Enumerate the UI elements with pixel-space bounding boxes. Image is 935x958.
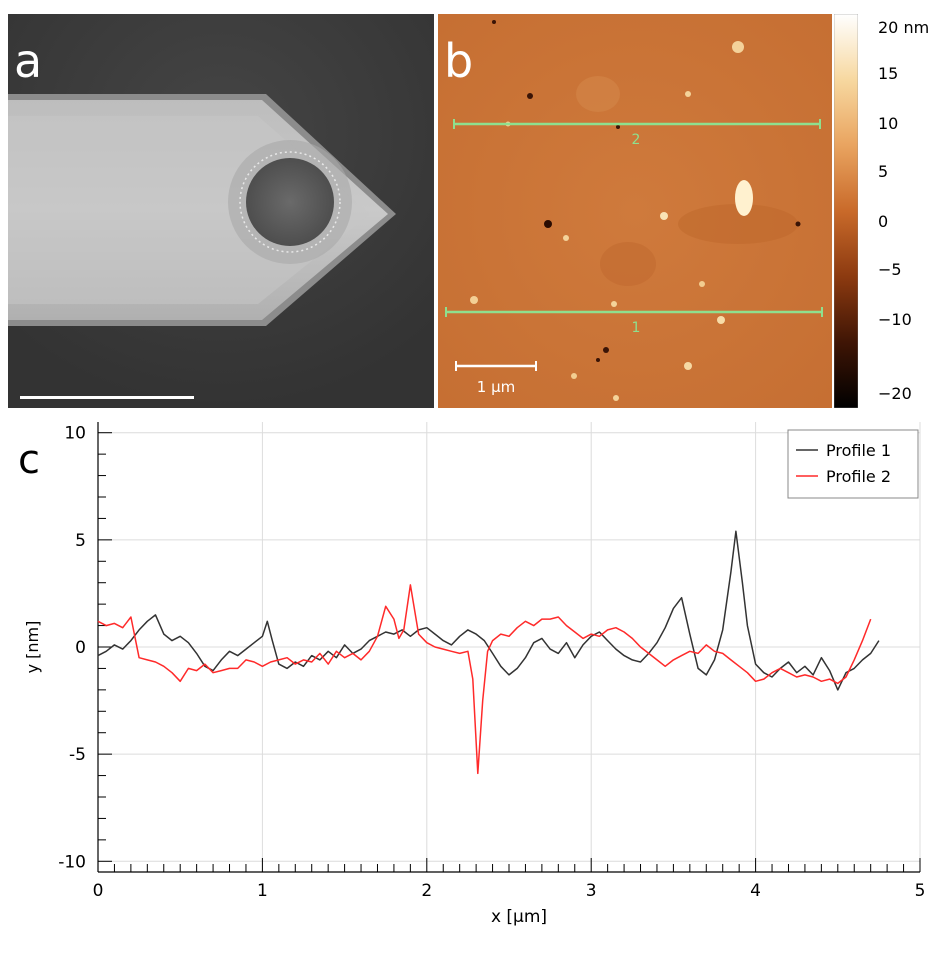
y-tick-label: -5 xyxy=(69,745,86,765)
sem-scalebar xyxy=(20,396,194,399)
x-axis-label: x [μm] xyxy=(491,907,547,927)
afm-image-panel: 2 1 1 μm b xyxy=(438,14,832,408)
height-colorbar xyxy=(834,14,858,408)
panel-letter-c: c xyxy=(18,437,40,483)
y-tick-label: 5 xyxy=(75,531,86,551)
x-tick-label: 0 xyxy=(93,881,104,901)
colorbar-tick: 10 xyxy=(878,114,899,133)
colorbar-tick: −5 xyxy=(878,260,902,279)
legend-box xyxy=(787,429,919,499)
sem-image xyxy=(8,14,434,408)
legend-label: Profile 2 xyxy=(826,467,891,486)
x-tick-label: 2 xyxy=(421,881,432,901)
y-tick-label: 10 xyxy=(64,424,86,444)
colorbar-tick: 5 xyxy=(878,162,889,181)
y-axis-label: y [nm] xyxy=(23,621,42,674)
x-tick-label: 4 xyxy=(750,881,761,901)
afm-scalebar-label: 1 μm xyxy=(477,378,515,396)
x-tick-label: 5 xyxy=(915,881,926,901)
series-line-1 xyxy=(97,530,880,691)
colorbar-tick: −10 xyxy=(878,310,912,329)
y-tick-label: -10 xyxy=(58,852,86,872)
x-tick-label: 3 xyxy=(586,881,597,901)
profile-line-1-label: 1 xyxy=(632,320,641,336)
colorbar-tick: 15 xyxy=(878,64,899,83)
colorbar-tick: 0 xyxy=(878,212,889,231)
sem-image-panel: a xyxy=(8,14,434,408)
y-tick-label: 0 xyxy=(75,638,86,658)
colorbar-tick: 20 nm xyxy=(878,18,930,37)
panel-letter-b: b xyxy=(444,34,474,88)
legend-label: Profile 1 xyxy=(826,441,891,460)
panel-letter-a: a xyxy=(14,34,43,88)
afm-image: 2 1 1 μm xyxy=(438,14,832,408)
x-tick-label: 1 xyxy=(257,881,268,901)
profile-chart: 0 1 2 3 4 5 -10 -5 0 5 10 x [μm] y [nm] Profile 1 Prof… xyxy=(23,422,926,927)
profile-line-2-label: 2 xyxy=(632,132,641,148)
colorbar-tick: −20 xyxy=(878,384,912,403)
series-line-2 xyxy=(97,584,872,775)
